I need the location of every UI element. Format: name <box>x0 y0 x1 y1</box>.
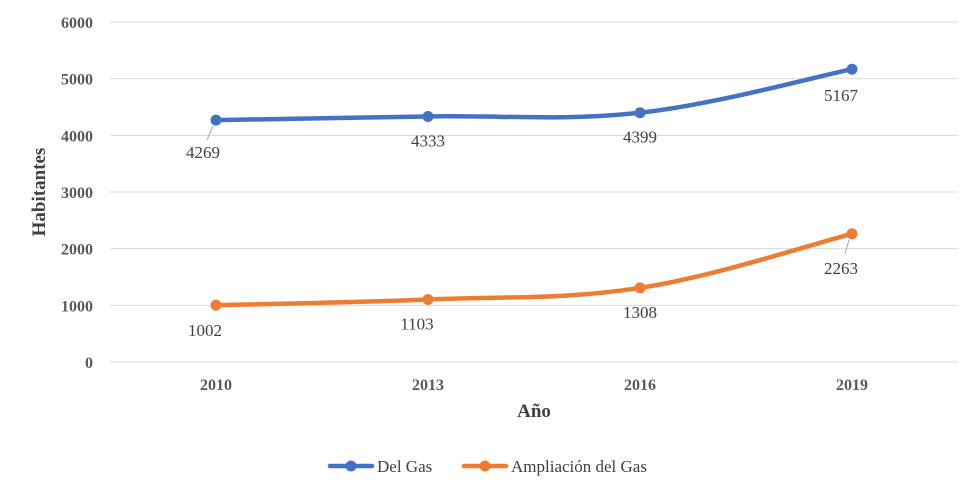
legend-swatch-marker <box>345 460 357 472</box>
data-label-layer: 4269 4333 4399 5167 1002 1103 1308 2263 <box>186 86 859 340</box>
series-line-0 <box>213 66 855 123</box>
data-label: 4399 <box>623 128 657 147</box>
data-label: 5167 <box>824 86 859 105</box>
data-label: 2263 <box>824 259 858 278</box>
data-point <box>210 114 222 126</box>
x-tick-label: 2013 <box>412 377 444 394</box>
y-tick-labels: 0 1000 2000 3000 4000 5000 6000 <box>61 15 93 372</box>
leader-line <box>844 239 850 254</box>
y-tick-label: 2000 <box>61 242 93 259</box>
x-tick-label: 2019 <box>836 377 868 394</box>
legend-swatch-marker <box>479 460 491 472</box>
data-label: 4333 <box>411 131 445 150</box>
series-line-1 <box>213 231 855 308</box>
legend-label: Ampliación del Gas <box>511 457 647 476</box>
data-label: 1308 <box>623 303 657 322</box>
series-layer <box>210 63 858 311</box>
x-tick-label: 2016 <box>624 377 656 394</box>
x-tick-labels: 2010 2013 2016 2019 <box>200 377 868 394</box>
x-tick-label: 2010 <box>200 377 232 394</box>
y-axis-title: Habitantes <box>29 148 50 237</box>
data-point <box>422 293 434 305</box>
legend-label: Del Gas <box>377 457 432 476</box>
data-point <box>634 282 646 294</box>
legend-item-0: Del Gas <box>327 457 432 476</box>
x-axis-title: Año <box>517 401 551 422</box>
y-tick-label: 4000 <box>61 128 93 145</box>
y-tick-label: 3000 <box>61 185 93 202</box>
y-tick-label: 6000 <box>61 15 93 32</box>
y-tick-label: 5000 <box>61 72 93 89</box>
legend: Del Gas Ampliación del Gas <box>327 457 647 476</box>
data-label: 1002 <box>188 321 222 340</box>
data-point <box>846 63 858 75</box>
data-point <box>422 110 434 122</box>
data-point <box>210 299 222 311</box>
leader-line <box>206 125 214 141</box>
data-point <box>846 228 858 240</box>
legend-item-1: Ampliación del Gas <box>461 457 647 476</box>
data-label: 1103 <box>400 314 433 333</box>
y-tick-label: 0 <box>85 355 93 372</box>
data-point <box>634 107 646 119</box>
y-tick-label: 1000 <box>61 298 93 315</box>
data-label: 4269 <box>186 143 220 162</box>
